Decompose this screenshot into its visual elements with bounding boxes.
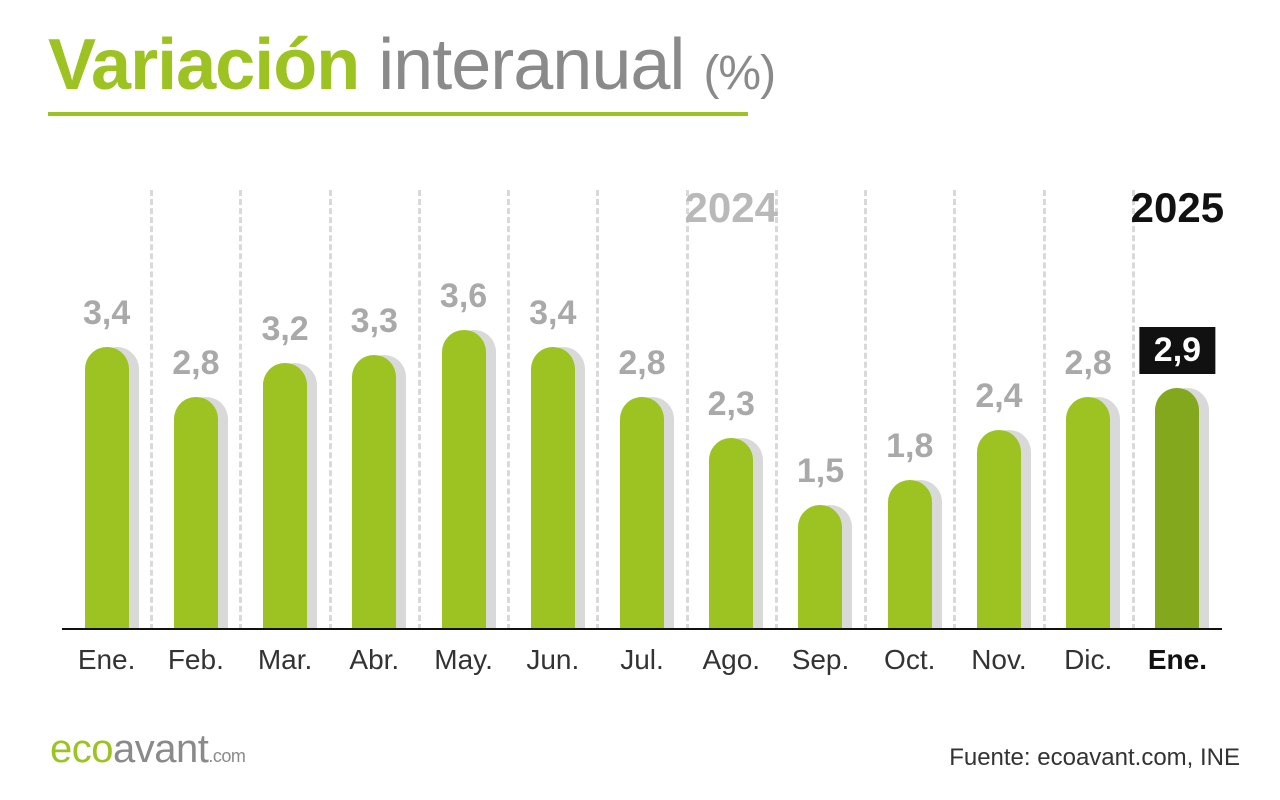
bar-value-label: 1,5 bbox=[797, 452, 844, 491]
bar: 1,8 bbox=[888, 480, 932, 630]
bar-fill bbox=[977, 430, 1021, 630]
x-axis-label: Abr. bbox=[330, 644, 419, 676]
bar-value-label: 1,8 bbox=[886, 427, 933, 466]
x-axis-label: Ene. bbox=[62, 644, 151, 676]
bar: 2,8 bbox=[1066, 397, 1110, 630]
bar: 2,3 bbox=[709, 438, 753, 630]
x-axis-label: Ago. bbox=[687, 644, 776, 676]
bar-fill bbox=[263, 363, 307, 630]
bar-slot: 3,4 bbox=[508, 250, 597, 630]
footer: ecoavant.com Fuente: ecoavant.com, INE bbox=[50, 727, 1240, 772]
bar-value-label: 2,3 bbox=[708, 385, 755, 424]
bar-fill bbox=[1155, 388, 1199, 630]
bar-slot: 2,9 bbox=[1133, 250, 1222, 630]
x-axis-label: Oct. bbox=[865, 644, 954, 676]
bar: 1,5 bbox=[798, 505, 842, 630]
bar-value-label: 2,8 bbox=[618, 344, 665, 383]
bar-value-label: 3,3 bbox=[351, 302, 398, 341]
logo-part2: avant bbox=[113, 727, 208, 771]
bar-slot: 2,4 bbox=[954, 250, 1043, 630]
logo-suffix: .com bbox=[208, 746, 245, 766]
bars-container: 3,4 2,8 3,2 3,3 3,6 3,4 2,8 2,3 1,5 1,8 2,4 2,8 2,9 bbox=[62, 250, 1222, 630]
bar-value-label: 3,6 bbox=[440, 277, 487, 316]
x-axis-label: Dic. bbox=[1044, 644, 1133, 676]
bar-slot: 1,5 bbox=[776, 250, 865, 630]
bar-fill bbox=[85, 347, 129, 630]
bar-fill bbox=[531, 347, 575, 630]
bar-slot: 1,8 bbox=[865, 250, 954, 630]
bar: 2,8 bbox=[620, 397, 664, 630]
bar-value-label: 2,4 bbox=[975, 377, 1022, 416]
bar-value-label: 3,4 bbox=[83, 294, 130, 333]
bar: 3,6 bbox=[442, 330, 486, 630]
x-axis bbox=[62, 628, 1222, 630]
title-underline bbox=[48, 112, 748, 116]
brand-logo: ecoavant.com bbox=[50, 727, 245, 772]
bar-value-label: 2,8 bbox=[172, 344, 219, 383]
x-axis-label: Feb. bbox=[151, 644, 240, 676]
x-axis-label: May. bbox=[419, 644, 508, 676]
bar-value-label: 2,9 bbox=[1140, 327, 1215, 374]
bar: 2,4 bbox=[977, 430, 1021, 630]
year-label: 2024 bbox=[671, 184, 791, 232]
title-word1: Variación bbox=[48, 25, 359, 105]
bar-slot: 3,6 bbox=[419, 250, 508, 630]
source-text: Fuente: ecoavant.com, INE bbox=[949, 744, 1240, 772]
bar-value-label: 2,8 bbox=[1065, 344, 1112, 383]
x-axis-label: Jun. bbox=[508, 644, 597, 676]
title-word2: interanual bbox=[378, 25, 684, 105]
bar-fill bbox=[1066, 397, 1110, 630]
bar-slot: 2,3 bbox=[687, 250, 776, 630]
bar-value-label: 3,2 bbox=[261, 310, 308, 349]
bar-fill bbox=[352, 355, 396, 630]
bar-fill bbox=[798, 505, 842, 630]
chart-title-block: Variación interanual (%) bbox=[0, 0, 1280, 116]
bar: 3,4 bbox=[85, 347, 129, 630]
year-label: 2025 bbox=[1117, 184, 1237, 232]
bar: 2,8 bbox=[174, 397, 218, 630]
bar-fill bbox=[620, 397, 664, 630]
bar: 2,9 bbox=[1155, 388, 1199, 630]
x-axis-label: Sep. bbox=[776, 644, 865, 676]
title-unit: (%) bbox=[703, 47, 775, 100]
bar-slot: 2,8 bbox=[151, 250, 240, 630]
x-axis-label: Jul. bbox=[597, 644, 686, 676]
bar-slot: 2,8 bbox=[597, 250, 686, 630]
bar-slot: 3,3 bbox=[330, 250, 419, 630]
x-axis-label: Ene. bbox=[1133, 644, 1222, 676]
chart-title: Variación interanual (%) bbox=[48, 24, 1280, 106]
x-axis-labels: Ene.Feb.Mar.Abr.May.Jun.Jul.Ago.Sep.Oct.… bbox=[62, 644, 1222, 676]
bar-fill bbox=[888, 480, 932, 630]
x-axis-label: Mar. bbox=[240, 644, 329, 676]
bar-slot: 2,8 bbox=[1044, 250, 1133, 630]
bar-fill bbox=[174, 397, 218, 630]
bar-value-label: 3,4 bbox=[529, 294, 576, 333]
bar-chart: 20242025 3,42,83,23,33,63,42,82,31,51,82… bbox=[62, 190, 1222, 670]
x-axis-label: Nov. bbox=[954, 644, 1043, 676]
bar: 3,4 bbox=[531, 347, 575, 630]
bar-fill bbox=[709, 438, 753, 630]
bar: 3,3 bbox=[352, 355, 396, 630]
bar: 3,2 bbox=[263, 363, 307, 630]
bar-slot: 3,4 bbox=[62, 250, 151, 630]
bar-slot: 3,2 bbox=[240, 250, 329, 630]
bar-fill bbox=[442, 330, 486, 630]
logo-part1: eco bbox=[50, 727, 113, 771]
